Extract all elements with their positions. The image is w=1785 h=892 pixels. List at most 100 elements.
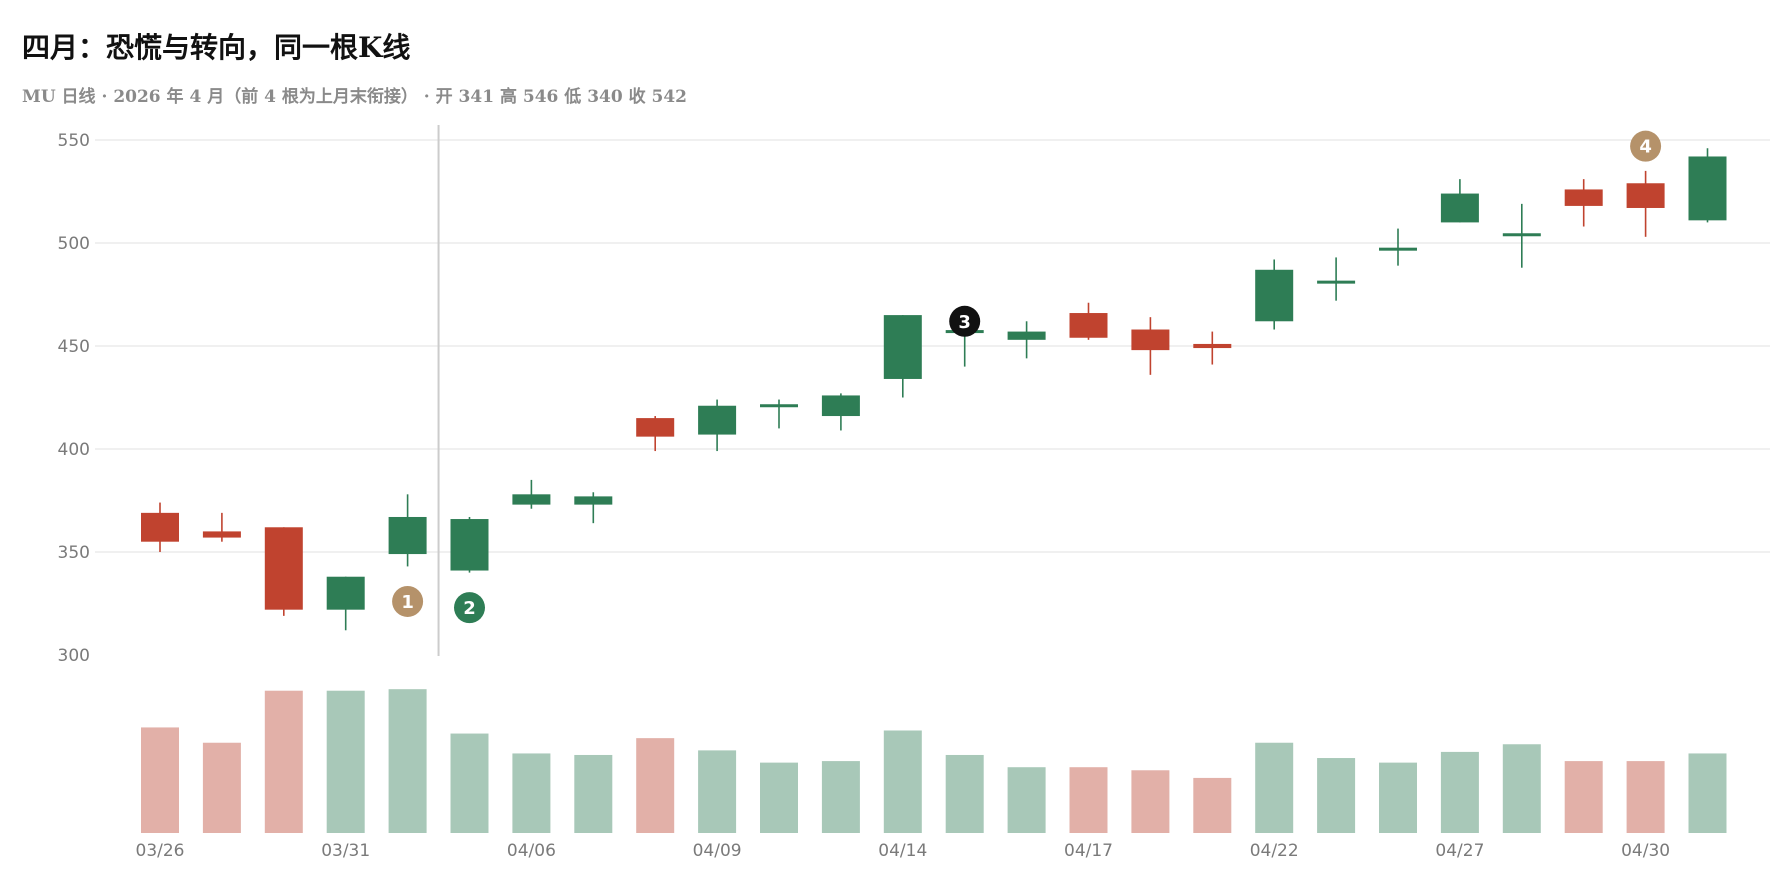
candle-body bbox=[1255, 269, 1294, 322]
candle bbox=[1626, 170, 1665, 237]
candle bbox=[883, 315, 922, 398]
x-axis-ticks: 03/26 03/31 04/06 04/09 04/14 04/17 04/22 04/27… bbox=[136, 841, 1671, 861]
chart-title: 四月：恐慌与转向，同一根K线 bbox=[22, 31, 411, 64]
candle-body bbox=[326, 576, 365, 610]
event-marker-3: 3 bbox=[949, 305, 981, 337]
candle-body bbox=[698, 405, 737, 435]
candle-body bbox=[636, 418, 675, 437]
candle bbox=[1131, 317, 1170, 375]
volume-bar bbox=[1688, 753, 1727, 833]
candle-body bbox=[388, 516, 427, 555]
candle-body bbox=[1131, 329, 1170, 351]
volume-bar bbox=[388, 689, 427, 833]
candle-body bbox=[1626, 183, 1665, 208]
volume-bar bbox=[1069, 767, 1108, 833]
x-tick-label: 04/22 bbox=[1250, 841, 1299, 861]
x-tick-label: 04/17 bbox=[1064, 841, 1113, 861]
candle-body bbox=[574, 496, 613, 505]
y-axis-ticks: 300 350 400 450 500 550 bbox=[58, 131, 90, 666]
candle-body bbox=[450, 519, 489, 571]
volume-bar bbox=[698, 750, 737, 833]
marker-circle bbox=[454, 592, 485, 624]
candle-body bbox=[202, 531, 241, 538]
candle bbox=[1688, 148, 1727, 223]
volume-bar bbox=[1317, 758, 1356, 833]
candle-body bbox=[1688, 156, 1727, 221]
candle bbox=[636, 416, 675, 452]
candle-body bbox=[1317, 280, 1356, 284]
marker-label: 3 bbox=[958, 312, 971, 333]
volume-bar bbox=[141, 727, 179, 833]
x-tick-label: 03/26 bbox=[136, 841, 185, 861]
candle bbox=[141, 502, 179, 552]
candle-body bbox=[264, 527, 303, 610]
y-tick-label: 300 bbox=[58, 646, 90, 666]
candle bbox=[1069, 302, 1108, 340]
candle-body bbox=[1069, 313, 1108, 338]
volume-bar bbox=[1626, 761, 1665, 833]
grid-lines bbox=[95, 139, 1770, 553]
y-tick-label: 500 bbox=[58, 234, 90, 254]
candle bbox=[1564, 179, 1603, 227]
candle-body bbox=[821, 395, 860, 417]
volume-bar bbox=[1379, 762, 1417, 833]
candle bbox=[202, 512, 241, 542]
volume-bar bbox=[450, 733, 489, 833]
volume-bar bbox=[945, 754, 984, 833]
y-tick-label: 400 bbox=[58, 440, 90, 460]
y-tick-label: 450 bbox=[58, 337, 90, 357]
candle-body bbox=[141, 512, 179, 542]
candle bbox=[821, 393, 860, 431]
x-tick-label: 03/31 bbox=[321, 841, 370, 861]
candle-body bbox=[512, 494, 551, 505]
marker-label: 4 bbox=[1639, 137, 1652, 158]
candle-body bbox=[1193, 343, 1232, 349]
x-tick-label: 04/30 bbox=[1621, 841, 1670, 861]
marker-label: 1 bbox=[401, 592, 414, 613]
volume-bar bbox=[202, 742, 241, 833]
event-markers: 1 2 3 4 bbox=[392, 130, 1662, 624]
volume-bar bbox=[264, 690, 303, 833]
marker-circle bbox=[392, 585, 424, 617]
volume-bars bbox=[141, 689, 1727, 833]
x-tick-label: 04/09 bbox=[693, 841, 742, 861]
volume-bar bbox=[636, 738, 675, 833]
volume-bar bbox=[883, 730, 922, 833]
chart-subtitle: MU 日线 · 2026 年 4 月（前 4 根为上月末衔接） · 开 341 … bbox=[22, 87, 688, 107]
x-tick-label: 04/27 bbox=[1435, 841, 1484, 861]
marker-circle bbox=[949, 305, 981, 337]
event-marker-2: 2 bbox=[454, 592, 485, 624]
y-tick-label: 550 bbox=[58, 131, 90, 151]
volume-bar bbox=[326, 690, 365, 833]
candle bbox=[388, 494, 427, 567]
candles bbox=[141, 148, 1727, 631]
volume-bar bbox=[821, 761, 860, 833]
candle bbox=[264, 527, 303, 616]
candle bbox=[698, 399, 737, 452]
x-tick-label: 04/14 bbox=[878, 841, 927, 861]
volume-bar bbox=[1440, 751, 1479, 833]
candle bbox=[1502, 203, 1541, 268]
candle bbox=[1440, 179, 1479, 223]
candle bbox=[760, 399, 798, 429]
event-marker-4: 4 bbox=[1630, 130, 1662, 162]
candle-body bbox=[1564, 189, 1603, 206]
candle bbox=[1317, 257, 1356, 301]
y-tick-label: 350 bbox=[58, 543, 90, 563]
candle bbox=[1193, 331, 1232, 365]
candle-body bbox=[1379, 247, 1417, 251]
volume-bar bbox=[512, 753, 551, 833]
volume-bar bbox=[1564, 761, 1603, 833]
candle bbox=[326, 576, 365, 631]
volume-bar bbox=[760, 762, 798, 833]
volume-bar bbox=[574, 754, 613, 833]
candle-body bbox=[760, 404, 798, 408]
candle bbox=[450, 516, 489, 573]
candle bbox=[1007, 321, 1046, 359]
candle bbox=[1255, 259, 1294, 330]
volume-bar bbox=[1007, 767, 1046, 833]
candle-body bbox=[883, 315, 922, 379]
event-marker-1: 1 bbox=[392, 585, 424, 617]
volume-bar bbox=[1193, 777, 1232, 833]
